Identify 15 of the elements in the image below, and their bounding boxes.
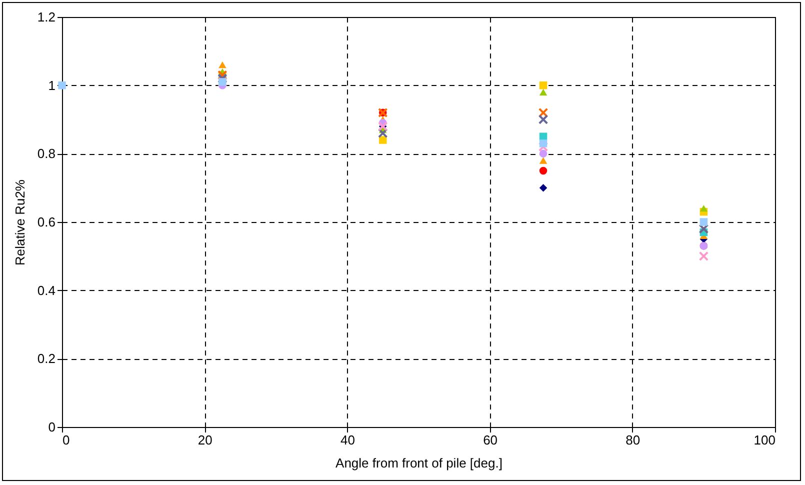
y-tick-label: 0.2: [37, 351, 56, 366]
x-axis-title: Angle from front of pile [deg.]: [336, 456, 502, 470]
y-tick-label: 0.8: [37, 146, 56, 162]
x-tick-label: 20: [198, 432, 212, 448]
y-axis-title: Relative Ru2%: [12, 179, 28, 266]
x-tick-label: 80: [626, 432, 640, 448]
y-tick-label: 1.2: [37, 10, 56, 24]
x-tick-label: 0: [62, 432, 70, 448]
y-tick-label: 0: [48, 420, 56, 434]
x-tick-label: 60: [483, 432, 498, 448]
x-tick-label: 100: [754, 432, 776, 448]
x-tick-label: 40: [340, 432, 355, 448]
y-tick-label: 0.6: [37, 214, 56, 230]
y-tick-label: 1: [48, 78, 56, 93]
y-tick-label: 0.4: [37, 282, 56, 298]
